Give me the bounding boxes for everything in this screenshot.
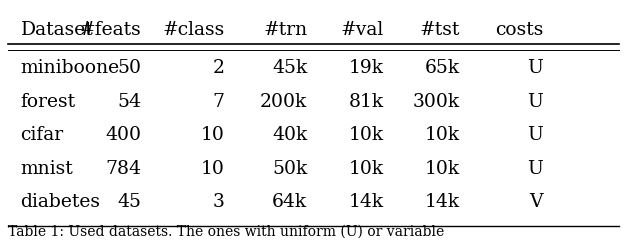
Text: 50: 50	[118, 59, 141, 77]
Text: 400: 400	[106, 126, 141, 144]
Text: miniboone: miniboone	[20, 59, 120, 77]
Text: 14k: 14k	[425, 193, 460, 211]
Text: U: U	[527, 59, 543, 77]
Text: 3: 3	[212, 193, 225, 211]
Text: #trn: #trn	[263, 21, 307, 39]
Text: cifar: cifar	[20, 126, 63, 144]
Text: 14k: 14k	[349, 193, 384, 211]
Text: 54: 54	[118, 93, 141, 111]
Text: 784: 784	[106, 160, 141, 178]
Text: #val: #val	[340, 21, 384, 39]
Text: 65k: 65k	[425, 59, 460, 77]
Text: 7: 7	[212, 93, 225, 111]
Text: 10: 10	[200, 160, 225, 178]
Text: mnist: mnist	[20, 160, 73, 178]
Text: U: U	[527, 126, 543, 144]
Text: 10k: 10k	[349, 126, 384, 144]
Text: 10k: 10k	[425, 160, 460, 178]
Text: #tst: #tst	[420, 21, 460, 39]
Text: 45k: 45k	[272, 59, 307, 77]
Text: #class: #class	[162, 21, 225, 39]
Text: U: U	[527, 160, 543, 178]
Text: 2: 2	[212, 59, 225, 77]
Text: Table 1: Used datasets. The ones with uniform (U) or variable: Table 1: Used datasets. The ones with un…	[8, 224, 444, 238]
Text: #feats: #feats	[80, 21, 141, 39]
Text: V: V	[529, 193, 543, 211]
Text: 81k: 81k	[349, 93, 384, 111]
Text: diabetes: diabetes	[20, 193, 100, 211]
Text: 64k: 64k	[272, 193, 307, 211]
Text: 40k: 40k	[272, 126, 307, 144]
Text: costs: costs	[495, 21, 543, 39]
Text: Dataset: Dataset	[20, 21, 93, 39]
Text: 10k: 10k	[349, 160, 384, 178]
Text: 10k: 10k	[425, 126, 460, 144]
Text: 10: 10	[200, 126, 225, 144]
Text: 300k: 300k	[413, 93, 460, 111]
Text: forest: forest	[20, 93, 76, 111]
Text: U: U	[527, 93, 543, 111]
Text: 19k: 19k	[349, 59, 384, 77]
Text: 200k: 200k	[260, 93, 307, 111]
Text: 45: 45	[118, 193, 141, 211]
Text: 50k: 50k	[272, 160, 307, 178]
